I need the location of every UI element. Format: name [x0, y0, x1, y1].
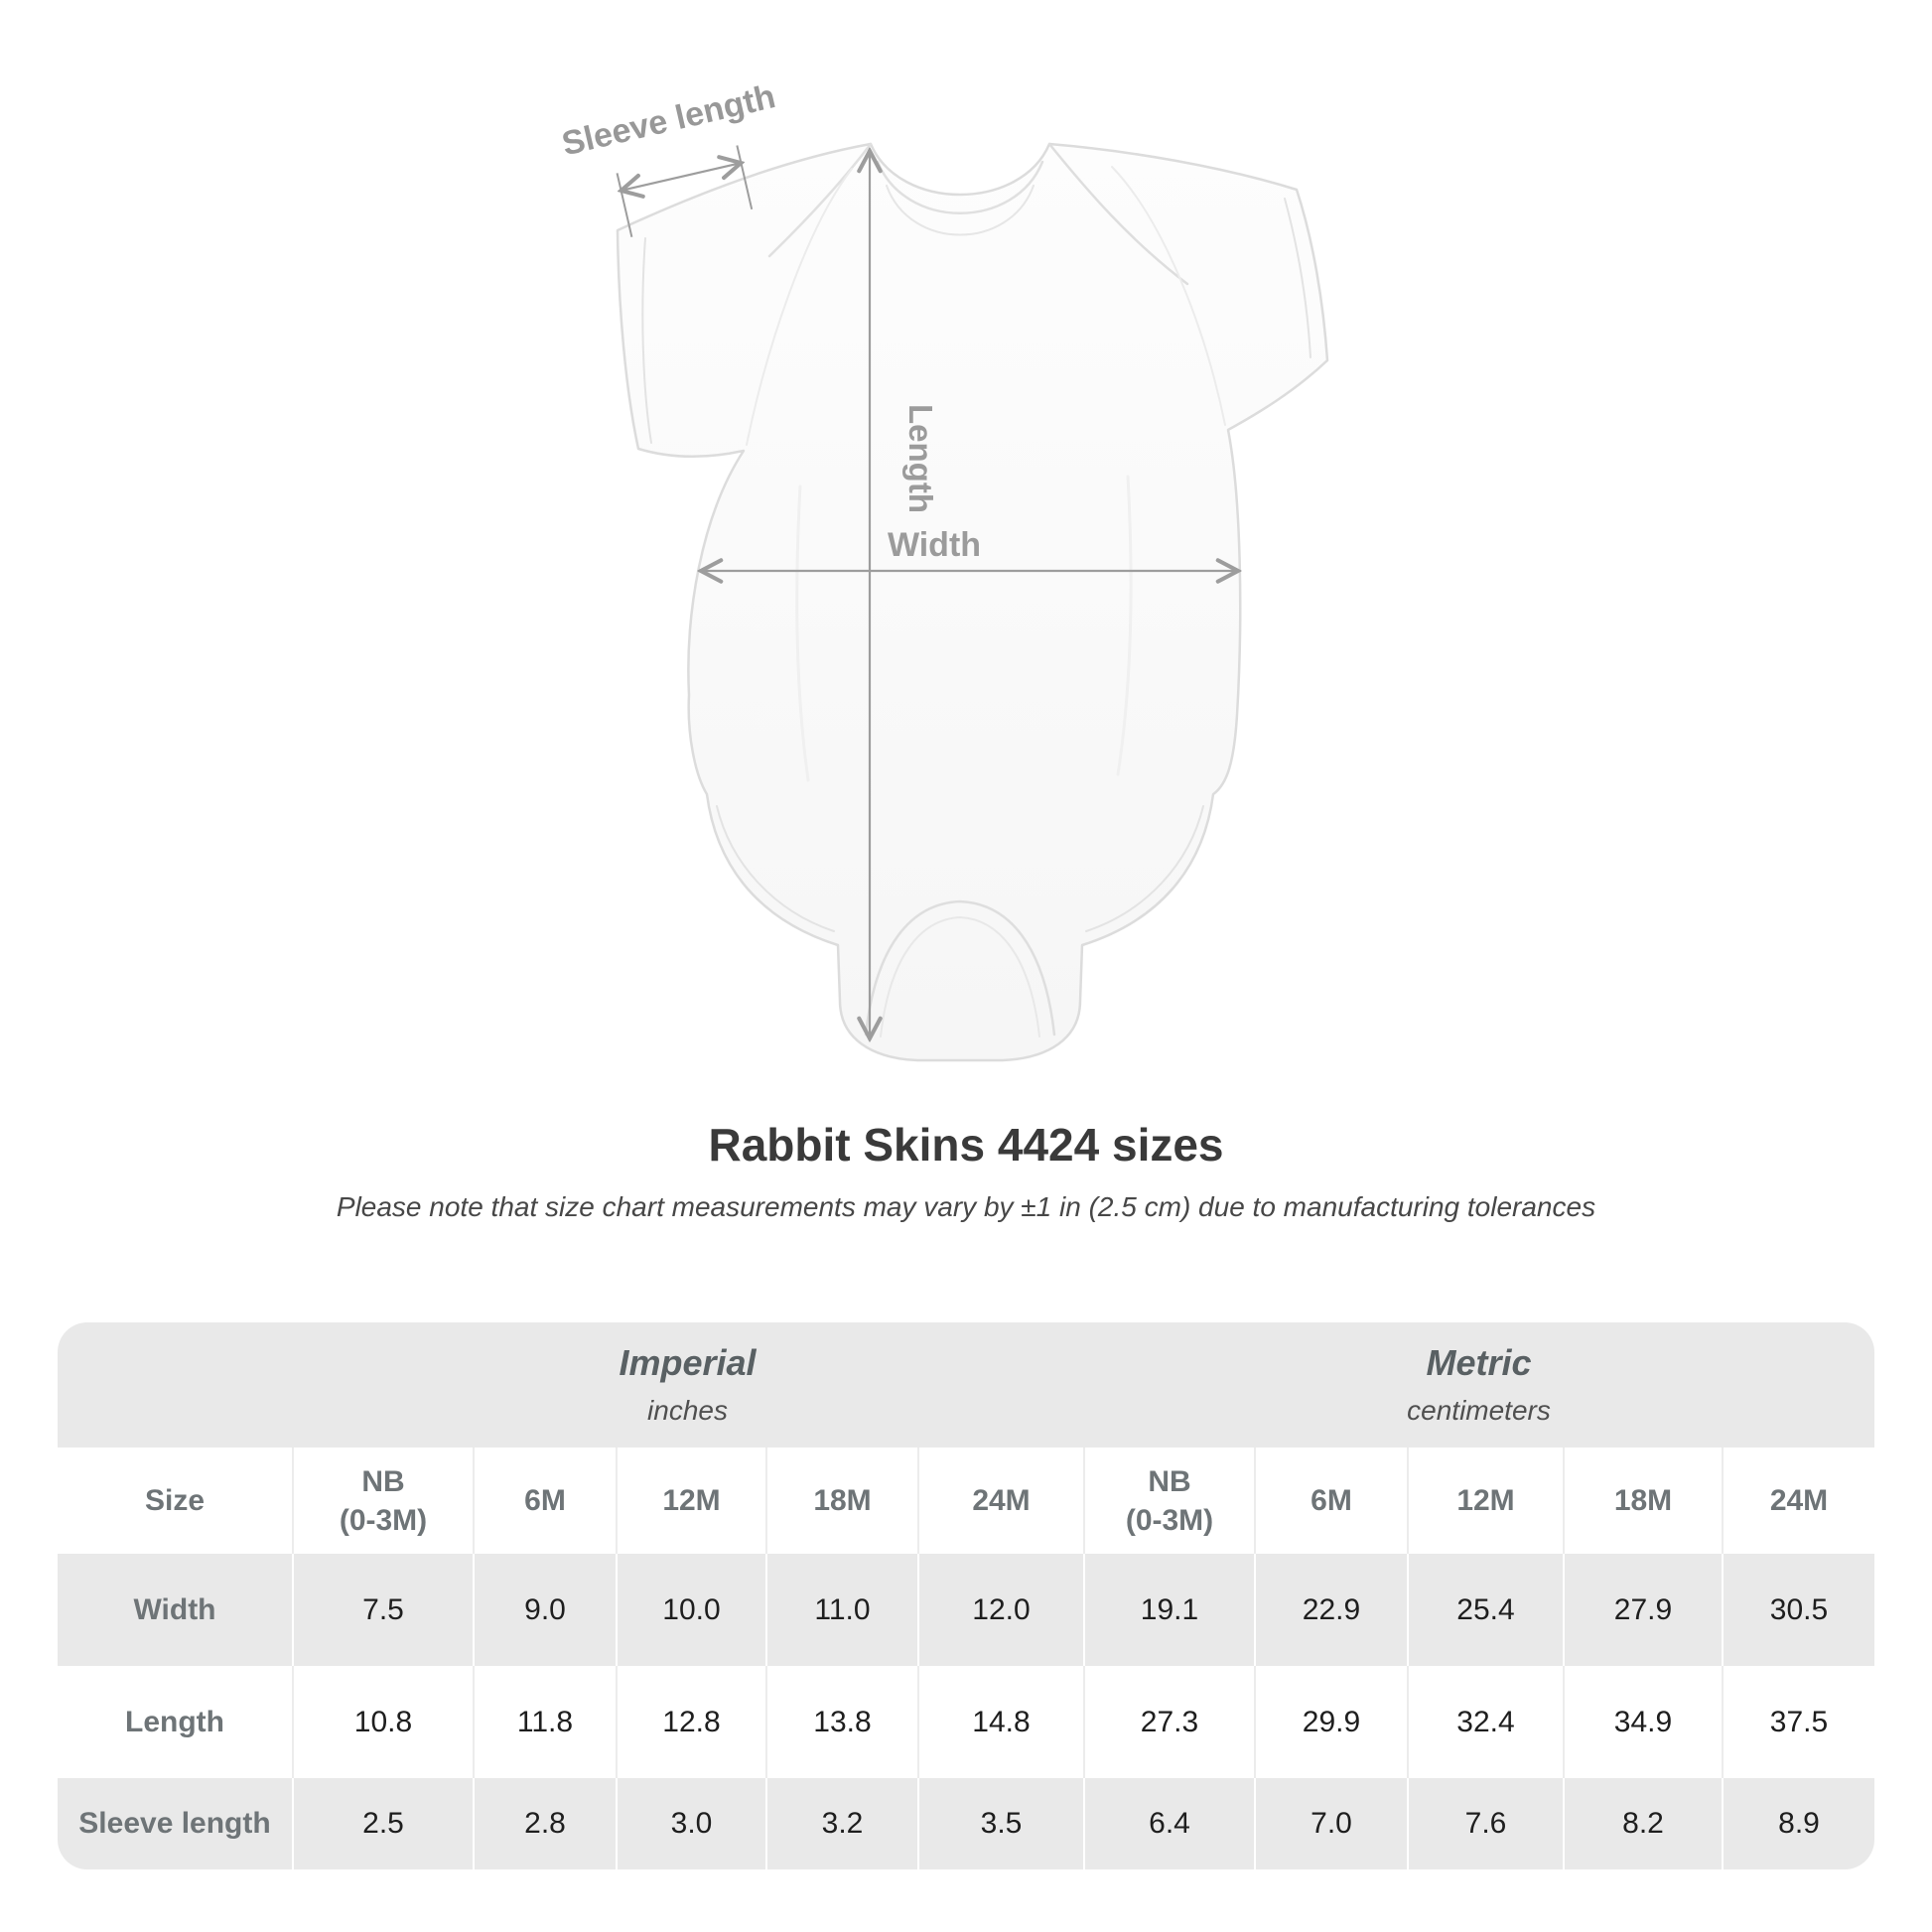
- value-cell: 7.5: [292, 1554, 473, 1666]
- value-cell: 37.5: [1722, 1666, 1874, 1778]
- sleeve-length-arrow: [616, 145, 754, 237]
- value-cell: 11.8: [473, 1666, 616, 1778]
- size-table: Imperial inches Metric centimeters Size …: [58, 1322, 1874, 1869]
- size-column-header: Size: [144, 1483, 206, 1517]
- value-cell: 22.9: [1254, 1554, 1407, 1666]
- size-header-imperial-3: 18M: [765, 1448, 917, 1554]
- value-cell: 9.0: [473, 1554, 616, 1666]
- size-header-imperial-2: 12M: [616, 1448, 765, 1554]
- size-header-metric-0: NB (0-3M): [1083, 1448, 1254, 1554]
- value-cell: 27.3: [1083, 1666, 1254, 1778]
- table-row-width: Width 7.5 9.0 10.0 11.0 12.0 19.1 22.9 25.4 27.9 3…: [58, 1554, 1874, 1666]
- value-cell: 10.0: [616, 1554, 765, 1666]
- bodysuit-measurement-diagram: Sleeve length Length Width: [558, 77, 1329, 1062]
- unit-group-metric: Metric centimeters: [1083, 1322, 1874, 1448]
- value-cell: 7.6: [1407, 1778, 1563, 1869]
- value-cell: 3.0: [616, 1778, 765, 1869]
- right-cuff-line: [1284, 198, 1311, 358]
- tolerance-note: Please note that size chart measurements…: [336, 1191, 1596, 1222]
- right-leg-binding: [1085, 805, 1204, 932]
- neckband-line: [876, 160, 1044, 214]
- left-cuff-line: [641, 237, 652, 444]
- value-cell: 32.4: [1407, 1666, 1563, 1778]
- unit-group-unit: inches: [647, 1394, 728, 1426]
- unit-header-corner: [58, 1322, 292, 1448]
- unit-group-name: Imperial: [619, 1342, 757, 1384]
- value-cell: 3.5: [917, 1778, 1083, 1869]
- left-sleeve-seam: [746, 168, 853, 446]
- fold-shading: [795, 484, 810, 782]
- value-cell: 14.8: [917, 1666, 1083, 1778]
- value-cell: 6.4: [1083, 1778, 1254, 1869]
- snap-flap-stitch: [880, 915, 1040, 1037]
- value-cell: 10.8: [292, 1666, 473, 1778]
- row-label: Width: [133, 1592, 216, 1626]
- value-cell: 2.8: [473, 1778, 616, 1869]
- sleeve-length-label: Sleeve length: [558, 77, 778, 163]
- size-header-metric-1: 6M: [1254, 1448, 1407, 1554]
- size-header-row: Size NB (0-3M) 6M 12M 18M 24M NB (0-3M) 6M 12M 1…: [58, 1448, 1874, 1554]
- size-header-imperial-4: 24M: [917, 1448, 1083, 1554]
- value-cell: 8.9: [1722, 1778, 1874, 1869]
- value-cell: 8.2: [1563, 1778, 1722, 1869]
- value-cell: 34.9: [1563, 1666, 1722, 1778]
- unit-group-unit: centimeters: [1407, 1394, 1551, 1426]
- value-cell: 7.0: [1254, 1778, 1407, 1869]
- width-label: Width: [888, 526, 981, 564]
- size-header-metric-3: 18M: [1563, 1448, 1722, 1554]
- bodysuit-illustration: [616, 142, 1329, 1062]
- value-cell: 3.2: [765, 1778, 917, 1869]
- measurement-annotations: [616, 145, 1238, 1038]
- value-cell: 13.8: [765, 1666, 917, 1778]
- value-cell: 12.0: [917, 1554, 1083, 1666]
- value-cell: 11.0: [765, 1554, 917, 1666]
- right-sleeve-seam: [1111, 166, 1226, 426]
- unit-header-row: Imperial inches Metric centimeters: [58, 1322, 1874, 1448]
- size-header-metric-4: 24M: [1722, 1448, 1874, 1554]
- table-body: Width 7.5 9.0 10.0 11.0 12.0 19.1 22.9 25.4 27.9 3…: [58, 1554, 1874, 1869]
- size-header-imperial-0: NB (0-3M): [292, 1448, 473, 1554]
- size-header-metric-2: 12M: [1407, 1448, 1563, 1554]
- row-label: Sleeve length: [78, 1807, 271, 1840]
- row-label: Length: [125, 1705, 224, 1738]
- value-cell: 25.4: [1407, 1554, 1563, 1666]
- value-cell: 30.5: [1722, 1554, 1874, 1666]
- value-cell: 27.9: [1563, 1554, 1722, 1666]
- page-title: Rabbit Skins 4424 sizes: [708, 1119, 1224, 1171]
- unit-group-name: Metric: [1426, 1342, 1532, 1384]
- neckband-stitch: [886, 185, 1035, 236]
- table-row-sleeve-length: Sleeve length 2.5 2.8 3.0 3.2 3.5 6.4 7.0 7.6 8.2…: [58, 1778, 1874, 1869]
- value-cell: 19.1: [1083, 1554, 1254, 1666]
- right-lap-fold: [1047, 142, 1189, 286]
- bodysuit-body: [616, 142, 1329, 1062]
- value-cell: 29.9: [1254, 1666, 1407, 1778]
- fold-shading: [1116, 475, 1133, 776]
- unit-group-imperial: Imperial inches: [292, 1322, 1083, 1448]
- length-label: Length: [902, 404, 939, 513]
- value-cell: 12.8: [616, 1666, 765, 1778]
- left-leg-binding: [716, 805, 835, 932]
- size-header-imperial-1: 6M: [473, 1448, 616, 1554]
- value-cell: 2.5: [292, 1778, 473, 1869]
- table-row-length: Length 10.8 11.8 12.8 13.8 14.8 27.3 29.9 32.4 34…: [58, 1666, 1874, 1778]
